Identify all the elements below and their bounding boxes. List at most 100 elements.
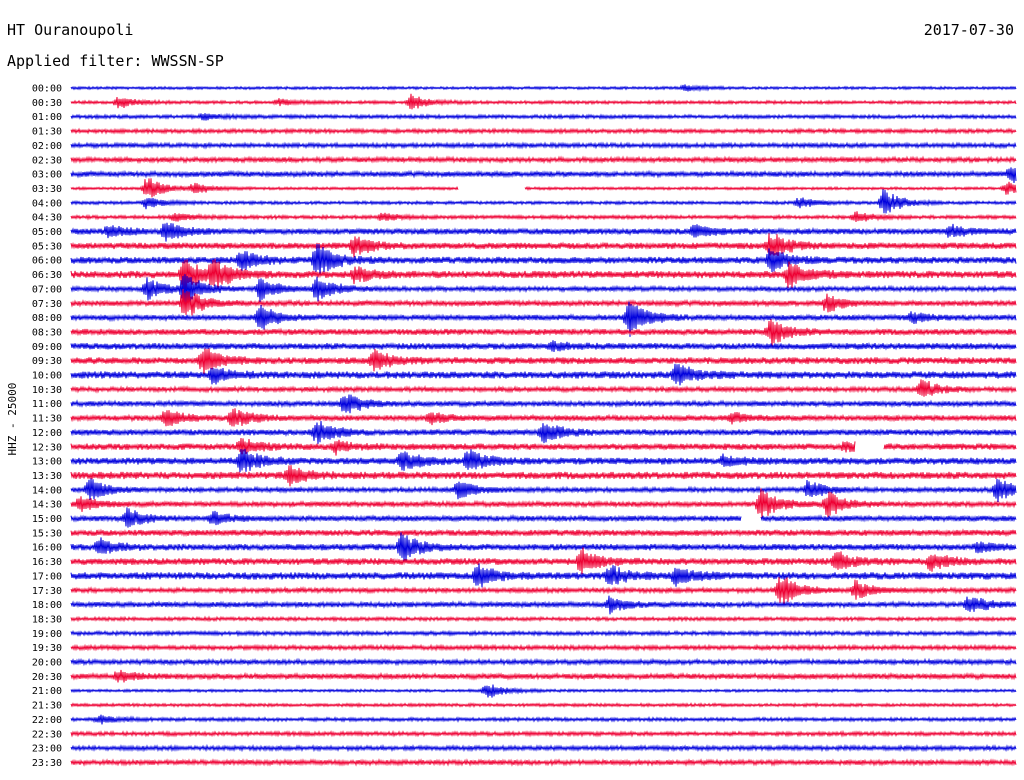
trace-line — [70, 595, 1017, 615]
filter-name: WWSSN-SP — [151, 52, 224, 70]
time-tick-label: 00:30 — [32, 98, 62, 109]
time-tick-label: 13:00 — [32, 457, 62, 468]
time-tick-label: 01:30 — [32, 127, 62, 138]
time-tick-label: 12:00 — [32, 428, 62, 439]
trace-line — [70, 233, 1017, 258]
time-tick-label: 22:30 — [32, 729, 62, 740]
trace-line — [70, 84, 1017, 93]
time-tick-label: 00:00 — [32, 84, 62, 95]
trace-line — [70, 127, 1017, 135]
filter-label: Applied filter: — [7, 52, 143, 70]
trace-line — [70, 155, 1017, 165]
trace-line — [70, 528, 1017, 538]
time-tick-label: 03:30 — [32, 184, 62, 195]
time-tick-label: 03:00 — [32, 170, 62, 181]
time-tick-label: 11:00 — [32, 399, 62, 410]
time-tick-label: 05:30 — [32, 241, 62, 252]
trace-line — [70, 577, 1017, 606]
trace-line — [70, 743, 1017, 753]
trace-line — [70, 684, 1017, 698]
trace-line — [70, 478, 1017, 503]
trace-line — [70, 211, 1017, 223]
time-tick-label: 08:00 — [32, 313, 62, 324]
time-tick-label: 11:30 — [32, 414, 62, 425]
time-tick-label: 15:30 — [32, 528, 62, 539]
time-tick-label: 04:00 — [32, 198, 62, 209]
trace-line — [70, 274, 1017, 307]
trace-line — [70, 394, 1017, 414]
trace-line — [70, 340, 1017, 353]
time-tick-label: 14:00 — [32, 485, 62, 496]
trace-line — [70, 222, 1017, 242]
time-tick-label: 19:00 — [32, 629, 62, 640]
trace-line — [70, 448, 1017, 473]
trace-line — [70, 379, 1017, 397]
time-tick-label: 10:00 — [32, 371, 62, 382]
time-tick-label: 02:00 — [32, 141, 62, 152]
trace-line — [70, 420, 1017, 444]
time-tick-label: 18:30 — [32, 614, 62, 625]
trace-line — [70, 141, 1017, 150]
trace-line — [70, 112, 1017, 121]
trace-line — [70, 301, 1017, 337]
time-tick-label: 01:00 — [32, 112, 62, 123]
trace-line — [70, 532, 1017, 562]
time-tick-label: 07:30 — [32, 299, 62, 310]
time-tick-label: 18:00 — [32, 600, 62, 611]
time-tick-label: 10:30 — [32, 385, 62, 396]
trace-line — [70, 729, 1017, 738]
time-tick-label: 09:30 — [32, 356, 62, 367]
time-tick-label: 19:30 — [32, 643, 62, 654]
trace-line — [70, 701, 1017, 709]
time-tick-label: 06:00 — [32, 256, 62, 267]
time-tick-label: 14:30 — [32, 500, 62, 511]
time-tick-label: 04:30 — [32, 213, 62, 224]
station-title: HT Ouranoupoli — [7, 21, 134, 39]
time-tick-label: 20:00 — [32, 658, 62, 669]
trace-line — [70, 437, 1017, 456]
time-tick-label: 02:30 — [32, 155, 62, 166]
trace-line — [70, 643, 1017, 652]
trace-line — [70, 348, 1017, 375]
time-tick-label: 08:30 — [32, 327, 62, 338]
trace-line — [70, 289, 1017, 316]
trace-line — [70, 563, 1017, 588]
trace-line — [70, 258, 1017, 291]
trace-line — [70, 178, 1017, 198]
time-tick-label: 22:00 — [32, 715, 62, 726]
time-tick-label: 12:30 — [32, 442, 62, 453]
trace-line — [70, 547, 1017, 575]
trace-line — [70, 507, 1017, 528]
time-tick-label: 05:00 — [32, 227, 62, 238]
time-tick-label: 15:00 — [32, 514, 62, 525]
trace-line — [70, 669, 1017, 683]
filter-line: Applied filter: WWSSN-SP — [7, 52, 224, 70]
time-tick-label: 23:00 — [32, 744, 62, 755]
time-tick-label: 21:30 — [32, 701, 62, 712]
time-tick-label: 17:30 — [32, 586, 62, 597]
time-tick-label: 16:30 — [32, 557, 62, 568]
date-label: 2017-07-30 — [923, 21, 1014, 39]
trace-line — [70, 319, 1017, 348]
time-tick-label: 06:30 — [32, 270, 62, 281]
time-tick-label: 21:00 — [32, 686, 62, 697]
time-tick-label: 07:00 — [32, 284, 62, 295]
time-tick-label: 20:30 — [32, 672, 62, 683]
trace-line — [70, 615, 1017, 623]
time-tick-label: 16:00 — [32, 543, 62, 554]
trace-line — [70, 408, 1017, 427]
time-tick-label: 17:00 — [32, 571, 62, 582]
time-tick-label: 13:30 — [32, 471, 62, 482]
trace-line — [70, 657, 1017, 667]
trace-line — [70, 363, 1017, 386]
time-tick-label: 23:30 — [32, 758, 62, 769]
trace-line — [70, 167, 1017, 184]
trace-line — [70, 465, 1017, 487]
time-tick-label: 09:00 — [32, 342, 62, 353]
trace-line — [70, 189, 1017, 214]
trace-line — [70, 629, 1017, 638]
trace-line — [70, 758, 1017, 767]
trace-line — [70, 488, 1017, 519]
trace-line — [70, 714, 1017, 725]
